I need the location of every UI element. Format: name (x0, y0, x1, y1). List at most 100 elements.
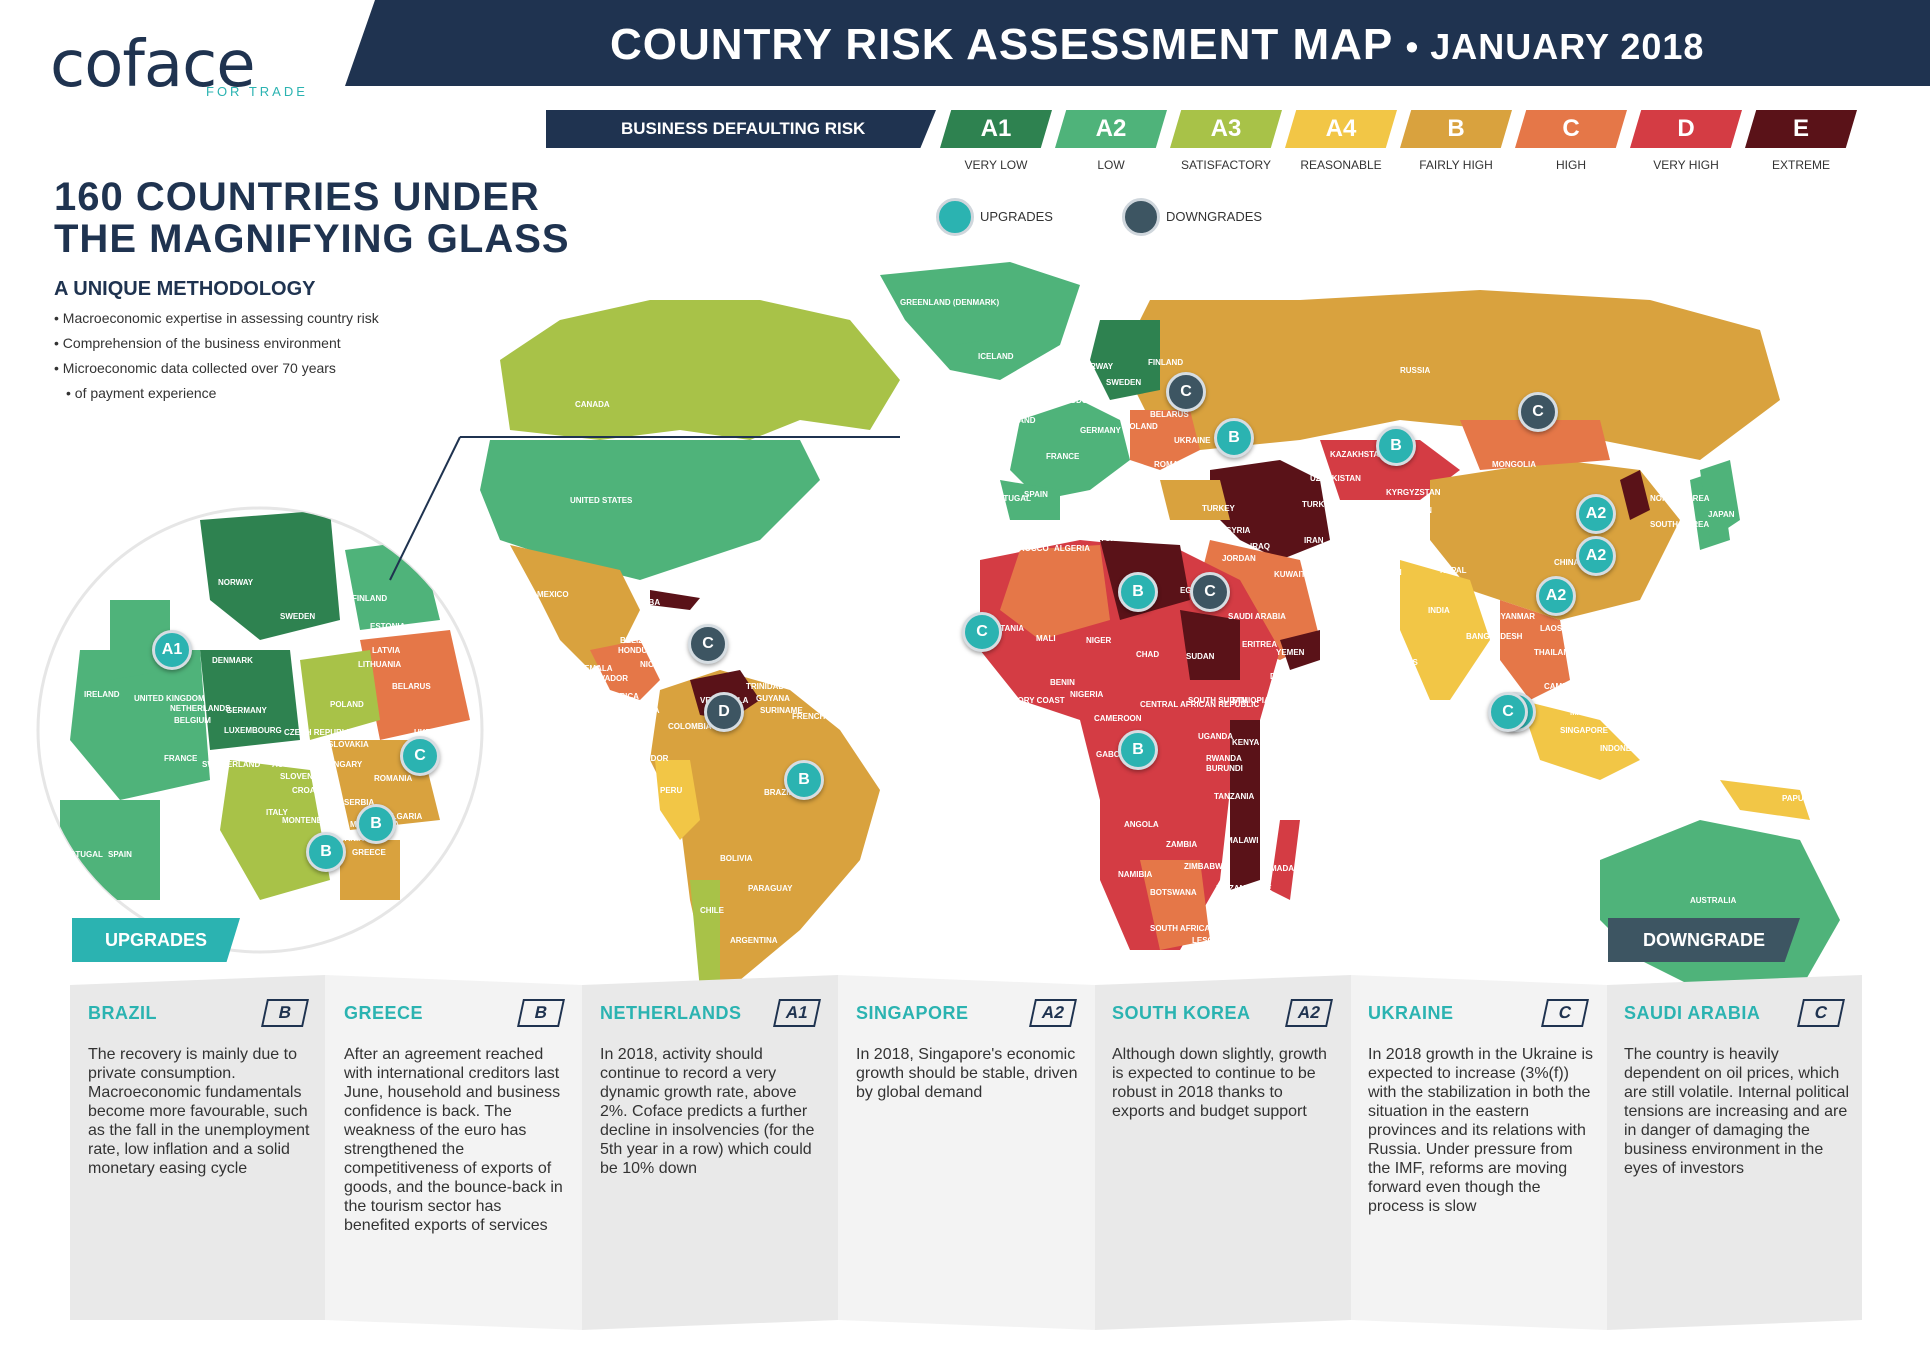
country-label: GREENLAND (DENMARK) (900, 298, 1000, 307)
country-label: BELIZE (620, 636, 649, 645)
inset-country-label: SWITZERLAND (202, 760, 261, 769)
panel-grade-badge: A1 (773, 999, 821, 1027)
country-label: MALAYSIA (1570, 708, 1612, 717)
country-label: KYRGYZSTAN (1386, 488, 1441, 497)
upgrade-marker[interactable]: A2 (1576, 536, 1616, 576)
country-label: NIGER (1086, 636, 1112, 645)
country-label: IRELAND (1000, 416, 1036, 425)
country-label: CANADA (575, 400, 610, 409)
country-label: SAUDI ARABIA (1228, 612, 1286, 621)
upgrade-marker[interactable]: B (784, 760, 824, 800)
legend-grade-a2: A2 (1055, 110, 1167, 148)
legend-grade-desc: VERY HIGH (1653, 158, 1719, 172)
country-label: SURINAME (760, 706, 803, 715)
upgrade-marker[interactable]: B (1118, 572, 1158, 612)
legend-grade-desc: EXTREME (1771, 158, 1830, 172)
country-panel: SAUDI ARABIA C The country is heavily depe… (1606, 975, 1862, 1325)
upgrade-marker[interactable]: A1 (152, 630, 192, 670)
country-label: SPAIN (1024, 490, 1048, 499)
methodology-item: Macroeconomic expertise in assessing cou… (54, 306, 379, 331)
country-label: IRAQ (1250, 542, 1270, 551)
country-label: TRINIDAD AND TOBAGO (746, 682, 841, 691)
country-label: MOZAMBIQUE (1216, 884, 1272, 893)
inset-country-label: GREECE (352, 848, 386, 857)
country-label: LAOS (1540, 624, 1563, 633)
country-label: AUSTRALIA (1690, 896, 1737, 905)
downgrade-marker[interactable]: C (1166, 372, 1206, 412)
country-label: GUINEA (964, 678, 996, 687)
inset-country-label: MONTENEGRO (282, 816, 341, 825)
inset-country-label: NORWAY (218, 578, 254, 587)
upgrade-marker[interactable]: A2 (1576, 494, 1616, 534)
intro-heading-line-2: THE MAGNIFYING GLASS (54, 217, 570, 261)
country-panel: SINGAPORE A2 In 2018, Singapore's economic… (838, 975, 1094, 1325)
upgrade-marker[interactable]: B (306, 832, 346, 872)
panel-country-name: SAUDI ARABIA (1624, 1003, 1761, 1023)
china-shape (1430, 460, 1680, 620)
country-panel: UKRAINE C In 2018 growth in the Ukraine is… (1350, 975, 1606, 1325)
inset-country-label: FINLAND (352, 594, 388, 603)
country-label: SIERRA LEONE (938, 704, 998, 713)
russia-shape (1120, 290, 1780, 460)
inset-country-label: BELARUS (392, 682, 431, 691)
country-label: BOTSWANA (1150, 888, 1197, 897)
upgrade-marker[interactable]: A2 (1536, 576, 1576, 616)
country-label: JAPAN (1708, 510, 1735, 519)
country-label: OMAN (1322, 614, 1347, 623)
country-label: PANAMA (625, 706, 660, 715)
upgrade-marker[interactable]: C (400, 736, 440, 776)
inset-country-label: ESTONIA (370, 622, 406, 631)
country-label: VIETNAM (1580, 676, 1616, 685)
country-label: SUDAN (1186, 652, 1215, 661)
inset-country-label: LUXEMBOURG (224, 726, 282, 735)
country-label: SOUTH KOREA (1650, 520, 1710, 529)
country-label: BRAZIL (764, 788, 794, 797)
country-label: RUSSIA (1400, 366, 1431, 375)
country-label: ZIMBABWE (1184, 862, 1228, 871)
country-label: INDONESIA (1600, 744, 1645, 753)
usa-shape (480, 440, 820, 580)
country-label: CHAD (1136, 650, 1160, 659)
downgrade-marker[interactable]: C (688, 624, 728, 664)
country-label: POLAND (1124, 422, 1158, 431)
upgrade-marker[interactable]: B (356, 804, 396, 844)
country-label: JORDAN (1222, 554, 1256, 563)
country-label: ECUADOR (628, 754, 669, 763)
legend-grade-c: C (1515, 110, 1627, 148)
country-label: BURUNDI (1206, 764, 1243, 773)
downgrade-marker[interactable]: C (1190, 572, 1230, 612)
page-title: COUNTRY RISK ASSESSMENT MAP • JANUARY 20… (610, 20, 1704, 70)
country-label: CENTRAL AFRICAN REPUBLIC (1140, 700, 1260, 709)
country-label: PARAGUAY (748, 884, 793, 893)
upgrade-marker[interactable]: C (962, 612, 1002, 652)
inset-country-label: BULGARIA (380, 812, 423, 821)
upgrade-marker[interactable]: B (1118, 730, 1158, 770)
inset-country-label: BELGIUM (174, 716, 211, 725)
downgrade-marker[interactable]: C (1518, 392, 1558, 432)
upgrade-marker[interactable]: B (1214, 418, 1254, 458)
country-label: ETHIOPIA (1232, 696, 1270, 705)
greenland-shape (880, 262, 1080, 380)
legend-grade-desc: VERY LOW (964, 158, 1028, 172)
country-label: TIMOR-LESTE (1674, 806, 1729, 815)
country-label: FINLAND (1148, 358, 1184, 367)
downgrade-marker[interactable]: D (704, 692, 744, 732)
country-label: ARGENTINA (730, 936, 778, 945)
upgrade-marker[interactable]: C (1488, 692, 1528, 732)
country-label: MONGOLIA (1492, 460, 1536, 469)
country-label: GUYANA (756, 694, 790, 703)
coface-logo-tagline: FOR TRADE (206, 84, 308, 99)
coface-logo: coface (50, 28, 256, 102)
country-label: GERMANY (1080, 426, 1121, 435)
country-label: HONDURAS (618, 646, 665, 655)
country-label: UZBEKISTAN (1310, 474, 1361, 483)
country-label: URUGUAY (780, 956, 820, 965)
header-bar (345, 0, 1930, 86)
upgrade-marker[interactable]: B (1376, 426, 1416, 466)
country-label: GUATEMALA (562, 664, 613, 673)
country-label: TAIWAN (1644, 594, 1675, 603)
country-label: CHINA (1554, 558, 1580, 567)
country-label: ALGERIA (1054, 544, 1090, 553)
country-label: TUNISIA (1100, 534, 1132, 543)
